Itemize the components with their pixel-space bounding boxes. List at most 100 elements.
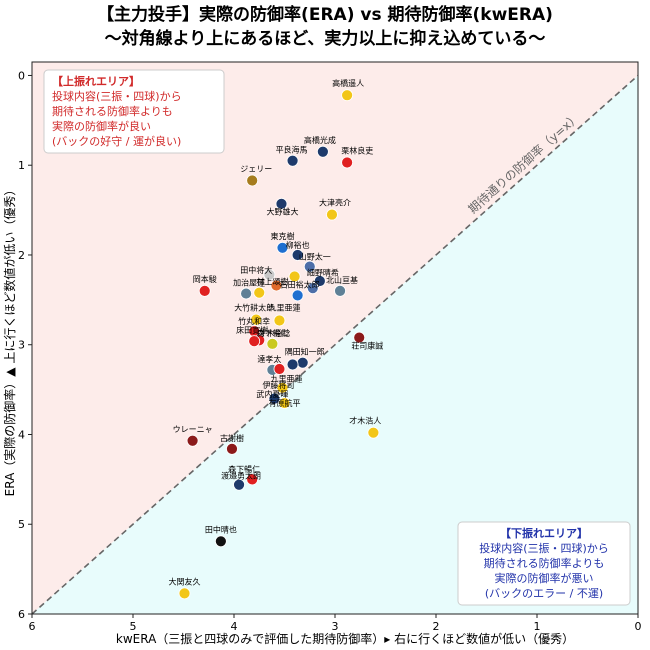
point-label: 大関友久 bbox=[169, 576, 201, 586]
y-tick-label: 1 bbox=[18, 159, 25, 172]
point-label: 山野太一 bbox=[299, 251, 331, 261]
point-label: 柳裕也 bbox=[286, 240, 310, 250]
zone-line: (バックの好守 / 運が良い) bbox=[52, 134, 181, 148]
point-label: 竹丸和幸 bbox=[238, 316, 270, 326]
data-point bbox=[186, 434, 199, 447]
data-point bbox=[253, 286, 266, 299]
lower-zone-box bbox=[457, 521, 631, 606]
data-point bbox=[291, 249, 304, 261]
data-point bbox=[240, 287, 253, 300]
data-point bbox=[233, 478, 245, 491]
upper-zone-box bbox=[43, 69, 225, 154]
x-axis-label: kwERA（三振と四球のみで評価した期待防御率）▸ 右に行くほど数値が低い（優秀… bbox=[116, 631, 574, 646]
data-point bbox=[326, 208, 338, 221]
data-point bbox=[341, 156, 354, 169]
point-label: 村上頌樹 bbox=[256, 277, 288, 287]
x-tick-label: 2 bbox=[433, 620, 440, 633]
upper-zone-fill bbox=[32, 62, 638, 614]
point-label: 東克樹 bbox=[270, 231, 294, 241]
x-tick-label: 3 bbox=[332, 620, 339, 633]
data-point bbox=[250, 313, 263, 326]
data-point bbox=[303, 260, 316, 273]
data-point bbox=[263, 268, 276, 281]
data-point bbox=[226, 442, 238, 455]
zone-line: 実際の防御率が良い bbox=[52, 119, 151, 133]
data-point bbox=[296, 356, 309, 369]
data-point bbox=[276, 381, 289, 394]
y-tick-label: 4 bbox=[18, 428, 25, 441]
x-tick-label: 6 bbox=[29, 620, 36, 633]
y-tick-label: 6 bbox=[18, 608, 25, 621]
point-label: 岡本駿 bbox=[193, 274, 217, 284]
point-label: 九里亜蓮 bbox=[269, 303, 301, 313]
data-point bbox=[214, 535, 227, 548]
zone-line: (バックのエラー / 不運) bbox=[485, 587, 603, 600]
data-point bbox=[266, 337, 279, 350]
data-point bbox=[268, 392, 281, 405]
zone-line: 期待される防御率よりも bbox=[52, 104, 173, 118]
point-label: ウレーニャ bbox=[173, 425, 213, 434]
data-point bbox=[313, 275, 326, 287]
y-tick-label: 3 bbox=[18, 339, 25, 352]
zone-title: 【上振れエリア】 bbox=[52, 74, 140, 88]
data-point bbox=[341, 89, 354, 102]
point-label: 大野雄大 bbox=[266, 207, 298, 217]
zone-line: 投球内容(三振・四球)から bbox=[52, 89, 182, 103]
point-label: 栗林良吏 bbox=[341, 146, 373, 156]
data-point bbox=[248, 335, 261, 348]
point-label: 高橋光成 bbox=[304, 135, 336, 145]
x-tick-label: 1 bbox=[534, 620, 541, 633]
upper-zone-annotation: 【上振れエリア】投球内容(三振・四球)から期待される防御率よりも実際の防御率が良… bbox=[43, 69, 225, 154]
data-point bbox=[178, 587, 191, 600]
data-point bbox=[270, 279, 283, 292]
point-label: 隅田知一郎 bbox=[285, 347, 325, 357]
point-label: 田中晴也 bbox=[205, 524, 237, 534]
plot-area: 期待通りの防御率（y=x） bbox=[31, 61, 639, 615]
y-axis-label: ERA（実際の防御率）▲ 上に行くほど数値が低い（優秀） bbox=[2, 184, 17, 497]
chart-subtitle: 〜対角線より上にあるほど、実力以上に抑え込めている〜 bbox=[105, 28, 546, 49]
point-label: 北山亘基 bbox=[326, 275, 358, 285]
point-label: 九里亜蓮 bbox=[271, 374, 303, 384]
data-point bbox=[275, 197, 288, 210]
chart-title: 【主力投手】実際の防御率(ERA) vs 期待防御率(kwERA) bbox=[97, 4, 553, 25]
point-label: 古謝樹 bbox=[220, 433, 244, 443]
y-tick-label: 2 bbox=[18, 249, 25, 262]
y-tick-label: 0 bbox=[18, 69, 25, 82]
x-tick-label: 5 bbox=[130, 620, 137, 633]
point-label: ジェリー bbox=[240, 165, 272, 174]
data-point bbox=[276, 241, 289, 254]
data-point bbox=[306, 282, 319, 295]
data-point bbox=[286, 154, 299, 167]
data-point bbox=[291, 289, 304, 302]
point-label: 高橋遥人 bbox=[332, 78, 364, 88]
lower-zone-annotation: 【下振れエリア】投球内容(三振・四球)から期待される防御率よりも実際の防御率が悪… bbox=[457, 521, 631, 606]
point-label: 武内夏暉 bbox=[256, 389, 288, 399]
data-point bbox=[286, 358, 299, 371]
diagonal-line bbox=[31, 74, 639, 615]
data-point bbox=[288, 270, 301, 283]
y-tick-label: 5 bbox=[18, 518, 25, 531]
point-label: 才木浩人 bbox=[349, 416, 381, 426]
data-point bbox=[246, 174, 259, 187]
point-label: 森下暢仁 bbox=[256, 328, 288, 338]
point-label: 細野晴希 bbox=[307, 268, 339, 278]
point-label: 荘司康誠 bbox=[351, 340, 383, 350]
point-label: 渡邉勇太朗 bbox=[221, 470, 261, 480]
point-label: 伊藤将司 bbox=[262, 380, 294, 390]
point-label: 大竹耕太郎 bbox=[234, 303, 274, 313]
point-label: 達孝太 bbox=[257, 354, 281, 364]
point-label: 石田裕太郎 bbox=[280, 279, 320, 289]
zone-line: 期待される防御率よりも bbox=[484, 556, 605, 570]
zone-line: 投球内容(三振・四球)から bbox=[479, 541, 609, 555]
point-label: 加治屋蓮 bbox=[233, 277, 265, 287]
data-points bbox=[178, 89, 380, 600]
point-label: 有原航平 bbox=[269, 398, 301, 408]
data-point bbox=[273, 314, 286, 327]
y-axis-ticks: 0 1 2 3 4 5 6 bbox=[18, 69, 32, 621]
data-point bbox=[198, 284, 211, 297]
data-point bbox=[353, 331, 366, 344]
data-point bbox=[316, 145, 329, 158]
data-point bbox=[367, 426, 380, 439]
